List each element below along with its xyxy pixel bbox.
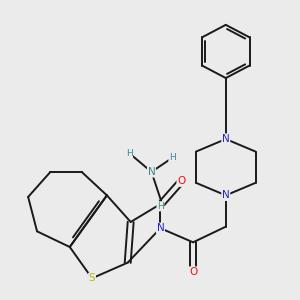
Text: N: N — [157, 223, 164, 233]
Text: N: N — [222, 190, 230, 200]
Text: O: O — [177, 176, 185, 186]
Text: N: N — [148, 167, 155, 177]
Text: O: O — [189, 267, 197, 277]
Text: N: N — [222, 134, 230, 144]
Text: H: H — [126, 148, 133, 158]
Text: H: H — [157, 202, 164, 211]
Text: S: S — [89, 273, 95, 283]
Text: H: H — [169, 153, 176, 162]
